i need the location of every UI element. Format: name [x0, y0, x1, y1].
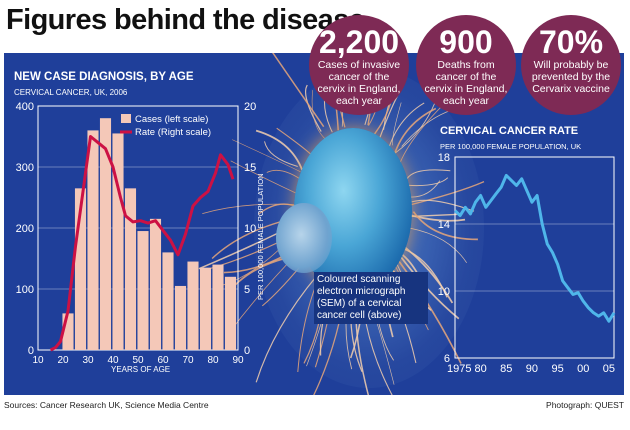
chart1-legend: Cases (left scale) Rate (Right scale)	[120, 114, 211, 138]
stat-deaths-text: Deaths from cancer of the cervix in Engl…	[424, 59, 508, 107]
chart2-gridlines	[454, 156, 615, 359]
chart1-left-tick-label: 200	[16, 223, 34, 235]
chart2-ticks: 6 10 14 18 1975 80 85 90 95 00 05	[438, 152, 615, 375]
chart1-bar	[62, 313, 74, 350]
cell-fiber	[232, 139, 301, 173]
chart1-right-tick-label: 5	[244, 284, 250, 296]
chart2-frame	[454, 156, 615, 359]
chart1-right-tick-label: 0	[244, 345, 250, 357]
chart2-x-tick-label: 80	[475, 363, 487, 375]
chart1-x-tick-label: 10	[32, 355, 44, 366]
chart1-bar	[124, 188, 137, 350]
chart1-left-tick-label: 100	[16, 284, 34, 296]
cell-fiber	[393, 103, 436, 155]
chart1-bar	[137, 231, 149, 350]
cell-fiber	[412, 211, 478, 241]
chart1-bar	[74, 188, 87, 350]
chart2-x-tick-label: 00	[577, 363, 589, 375]
chart1-bar	[149, 218, 162, 350]
photo-caption: Coloured scanning electron micrograph (S…	[314, 272, 428, 324]
chart2-y-tick-label: 6	[444, 353, 450, 365]
chart1-rate-line	[49, 135, 235, 352]
chart2-x-tick-label: 95	[551, 363, 563, 375]
chart1-bar	[162, 252, 174, 350]
chart1-right-tick-label: 10	[244, 223, 256, 235]
chart1-bar	[199, 267, 212, 350]
legend-cases-swatch	[121, 114, 131, 123]
cancer-cell-lobe	[276, 203, 332, 273]
chart1-bar	[187, 261, 199, 350]
cell-fiber	[264, 141, 298, 167]
stat-cases-text: Cases of invasive cancer of the cervix i…	[317, 59, 401, 107]
chart1-left-tick-label: 400	[16, 101, 34, 113]
chart1-left-tick-label: 0	[28, 345, 34, 357]
chart1-bar	[224, 276, 237, 350]
chart1-bar	[174, 285, 187, 350]
chart1-bar	[112, 133, 124, 350]
chart2-x-tick-label: 1975	[447, 363, 471, 375]
stat-circle-deaths: 900 Deaths from cancer of the cervix in …	[416, 15, 516, 115]
cell-fiber	[255, 274, 319, 383]
chart2-subtitle: PER 100,000 FEMALE POPULATION, UK	[440, 142, 581, 151]
page-title: Figures behind the disease	[6, 4, 365, 36]
chart1-x-tick-label: 50	[132, 355, 144, 366]
stat-circle-vaccine: 70% Will probably be prevented by the Ce…	[521, 15, 621, 115]
stat-cases-value: 2,200	[318, 24, 400, 60]
photo-credit: Photograph: QUEST	[546, 400, 624, 410]
chart1-x-tick-label: 40	[107, 355, 119, 366]
legend-rate-label: Rate (Right scale)	[135, 127, 211, 138]
chart2-x-tick-label: 90	[526, 363, 538, 375]
chart2-y-tick-label: 14	[438, 219, 450, 231]
chart2-y-tick-label: 18	[438, 152, 450, 164]
cell-fiber	[399, 104, 444, 163]
chart1-subtitle: CERVICAL CANCER, UK, 2006	[14, 88, 128, 97]
chart1-x-tick-label: 90	[232, 355, 244, 366]
chart1-right-tick-label: 20	[244, 101, 256, 113]
chart1-ticks: 0 100 200 300 400 0 5 10 15 20 10 20 30 40 50 60 70 80 90	[16, 101, 257, 366]
stat-deaths-value: 900	[439, 24, 493, 60]
cell-fiber	[402, 247, 448, 298]
chart1-x-tick-label: 80	[207, 355, 219, 366]
stat-circle-cases: 2,200 Cases of invasive cancer of the ce…	[309, 15, 409, 115]
chart1-x-tick-label: 20	[57, 355, 69, 366]
cell-fiber	[392, 102, 402, 146]
chart2-rate-line	[453, 173, 616, 323]
chart2-x-tick-label: 05	[603, 363, 615, 375]
stat-vaccine-text: Will probably be prevented by the Cervar…	[531, 59, 611, 95]
cell-fiber	[272, 53, 325, 128]
chart1-x-tick-label: 30	[82, 355, 94, 366]
cell-fiber	[406, 169, 451, 179]
chart1-bars	[62, 118, 237, 350]
chart1-bar	[87, 130, 99, 350]
chart1-left-tick-label: 300	[16, 162, 34, 174]
chart1-right-tick-label: 15	[244, 162, 256, 174]
chart2-y-tick-label: 10	[438, 286, 450, 298]
chart1-bar	[212, 264, 224, 350]
chart1-title: NEW CASE DIAGNOSIS, BY AGE	[14, 71, 194, 83]
chart1-x-tick-label: 60	[157, 355, 169, 366]
chart1-right-axis-label: PER 100,000 FEMALE POPULATION	[256, 173, 265, 300]
cell-fiber	[404, 181, 485, 207]
chart1-bar	[99, 118, 112, 350]
chart2-title: CERVICAL CANCER RATE	[440, 125, 578, 137]
chart1-xlabel: YEARS OF AGE	[111, 365, 170, 374]
stat-vaccine-value: 70%	[538, 24, 604, 60]
cell-fiber	[202, 203, 302, 214]
sources-text: Sources: Cancer Research UK, Science Med…	[4, 400, 209, 410]
chart1-x-tick-label: 70	[182, 355, 194, 366]
chart2-x-tick-label: 85	[500, 363, 512, 375]
legend-cases-label: Cases (left scale)	[135, 114, 208, 125]
cell-fiber	[388, 102, 425, 149]
